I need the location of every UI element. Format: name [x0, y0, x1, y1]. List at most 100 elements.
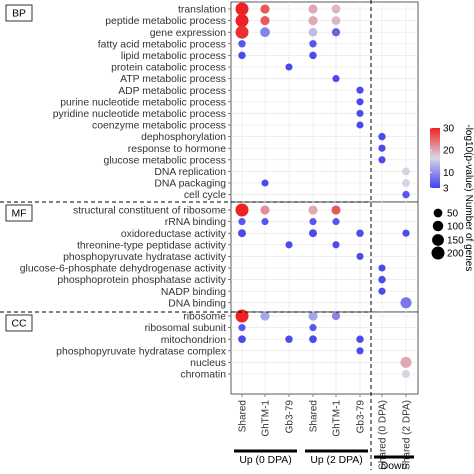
point-phosphoprotein-phosphatase-activity-col6 — [378, 275, 386, 284]
panel-cc — [230, 311, 419, 395]
point-lipid-metabolic-process-col3 — [309, 51, 317, 60]
term-label-chromatin: chromatin — [180, 370, 226, 381]
term-label-response-to-hormone: response to hormone — [128, 144, 226, 155]
point-gene-expression-col0 — [235, 25, 249, 39]
dividers — [0, 0, 372, 470]
column-groups: Up (0 DPA) Up (2 DPA) Down — [234, 449, 414, 472]
term-label-mitochondrion: mitochondrion — [161, 335, 226, 346]
term-label-structural-constituent-of-ribosome: structural constituent of ribosome — [73, 206, 226, 217]
point-structural-constituent-of-ribosome-col3 — [308, 205, 318, 215]
point-ribosome-col3 — [308, 311, 318, 321]
term-label-atp-metabolic-process: ATP metabolic process — [120, 74, 226, 85]
point-oxidoreductase-activity-col0 — [238, 229, 246, 238]
panel-mf — [230, 201, 419, 313]
point-coenzyme-metabolic-process-col5 — [356, 121, 364, 129]
size-legend-dot-200 — [431, 246, 445, 260]
term-label-dna-replication: DNA replication — [154, 167, 226, 178]
data-points — [235, 2, 412, 378]
section-label-cc: CC — [11, 319, 27, 330]
point-translation-col1 — [260, 4, 270, 14]
point-threonine-type-peptidase-activity-col4 — [332, 241, 340, 249]
point-structural-constituent-of-ribosome-col1 — [260, 205, 270, 215]
point-oxidoreductase-activity-col7 — [402, 229, 410, 237]
x-axis: Shared GhTM-1 Gb3-79 Shared GhTM-1 Gb3-79 Shar… — [238, 394, 413, 470]
point-mitochondrion-col3 — [309, 335, 317, 344]
term-label-gene-expression: gene expression — [150, 28, 226, 39]
term-label-phosphopyruvate-hydratase-complex: phosphopyruvate hydratase complex — [56, 346, 227, 357]
point-peptide-metabolic-process-col3 — [308, 16, 318, 26]
term-label-nadp-binding: NADP binding — [161, 287, 226, 298]
point-atp-metabolic-process-col4 — [332, 75, 340, 83]
term-label-phosphopyruvate-hydratase-activity: phosphopyruvate hydratase activity — [63, 252, 227, 263]
point-nadp-binding-col6 — [378, 287, 386, 295]
color-legend-label-30: 30 — [443, 124, 455, 135]
section-box-bp — [5, 4, 33, 22]
section-box-mf — [5, 204, 33, 222]
term-label-ribosomal-subunit: ribosomal subunit — [145, 323, 227, 334]
point-pyridine-nucleotide-metabolic-process-col5 — [356, 109, 364, 117]
term-label-nucleus: nucleus — [190, 358, 226, 369]
term-label-dna-binding: DNA binding — [168, 298, 226, 309]
point-protein-catabolic-process-col2 — [285, 63, 293, 71]
point-dna-binding-col7 — [400, 297, 412, 309]
panels: BP MF CC — [5, 1, 419, 395]
term-label-rrna-binding: rRNA binding — [165, 217, 226, 228]
term-label-dna-packaging: DNA packaging — [154, 179, 226, 190]
point-rrna-binding-col3 — [309, 218, 317, 226]
color-legend-label-3: 3 — [443, 184, 449, 195]
x-tick-label-shared-0: Shared — [238, 400, 249, 432]
point-chromatin-col7 — [402, 370, 410, 378]
point-nucleus-col7 — [400, 356, 412, 368]
point-mitochondrion-col0 — [238, 335, 246, 344]
point-oxidoreductase-activity-col5 — [356, 229, 364, 237]
size-legend-dot-50 — [433, 208, 443, 218]
term-label-protein-catabolic-process: protein catabolic process — [111, 63, 226, 74]
point-response-to-hormone-col6 — [378, 144, 386, 152]
point-dna-packaging-col7 — [402, 179, 410, 187]
point-lipid-metabolic-process-col0 — [238, 51, 246, 60]
x-tick-label-shared-2-dpa-7: Shared (2 DPA) — [402, 400, 413, 470]
group-label-down: Down — [381, 461, 408, 472]
term-label-pyridine-nucleotide-metabolic-process: pyridine nucleotide metabolic process — [53, 109, 226, 120]
section-label-bp: BP — [12, 9, 26, 20]
point-ribosomal-subunit-col3 — [309, 324, 317, 332]
point-threonine-type-peptidase-activity-col2 — [285, 241, 293, 249]
point-purine-nucleotide-metabolic-process-col5 — [356, 98, 364, 106]
color-legend-bar — [430, 128, 440, 188]
section-label-mf: MF — [11, 209, 26, 220]
size-legend-dot-100 — [432, 220, 444, 232]
point-glucose-metabolic-process-col6 — [378, 156, 386, 164]
term-label-dephosphorylation: dephosphorylation — [141, 132, 226, 143]
term-label-glucose-metabolic-process: glucose metabolic process — [104, 155, 226, 166]
point-structural-constituent-of-ribosome-col4 — [331, 205, 341, 215]
point-translation-col3 — [308, 4, 318, 14]
x-tick-label-ghtm-1-4: GhTM-1 — [332, 400, 343, 437]
point-ribosome-col0 — [235, 309, 249, 323]
point-structural-constituent-of-ribosome-col0 — [235, 203, 249, 217]
point-gene-expression-col3 — [308, 27, 318, 37]
point-peptide-metabolic-process-col1 — [260, 16, 270, 26]
color-legend-label-10: 10 — [443, 168, 455, 179]
point-ribosome-col4 — [331, 311, 341, 321]
point-cell-cycle-col7 — [402, 190, 410, 199]
point-oxidoreductase-activity-col3 — [309, 229, 317, 238]
size-legend-label-50: 50 — [447, 209, 459, 220]
x-tick-label-gb3-79-5: Gb3-79 — [356, 400, 367, 434]
x-tick-label-ghtm-1-1: GhTM-1 — [261, 400, 272, 437]
term-label-oxidoreductase-activity: oxidoreductase activity — [121, 229, 227, 240]
point-rrna-binding-col4 — [332, 218, 340, 226]
point-rrna-binding-col0 — [238, 218, 246, 226]
point-translation-col4 — [331, 4, 341, 14]
point-peptide-metabolic-process-col4 — [331, 16, 341, 25]
term-label-glucose-6-phosphate-dehydrogenase-activity: glucose-6-phosphate dehydrogenase activi… — [20, 264, 227, 275]
grid — [231, 2, 418, 394]
x-tick-label-shared-3: Shared — [309, 400, 320, 432]
point-ribosome-col1 — [260, 311, 270, 321]
point-fatty-acid-metabolic-process-col0 — [238, 40, 246, 48]
point-adp-metabolic-process-col5 — [356, 86, 364, 94]
term-label-fatty-acid-metabolic-process: fatty acid metabolic process — [98, 39, 226, 50]
point-phosphopyruvate-hydratase-activity-col5 — [356, 252, 364, 260]
term-label-threonine-type-peptidase-activity: threonine-type peptidase activity — [77, 240, 227, 251]
